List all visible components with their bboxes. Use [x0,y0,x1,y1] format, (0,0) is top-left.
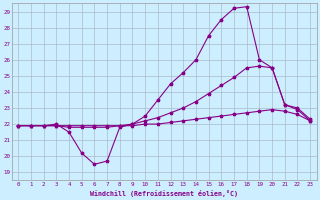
X-axis label: Windchill (Refroidissement éolien,°C): Windchill (Refroidissement éolien,°C) [90,190,238,197]
